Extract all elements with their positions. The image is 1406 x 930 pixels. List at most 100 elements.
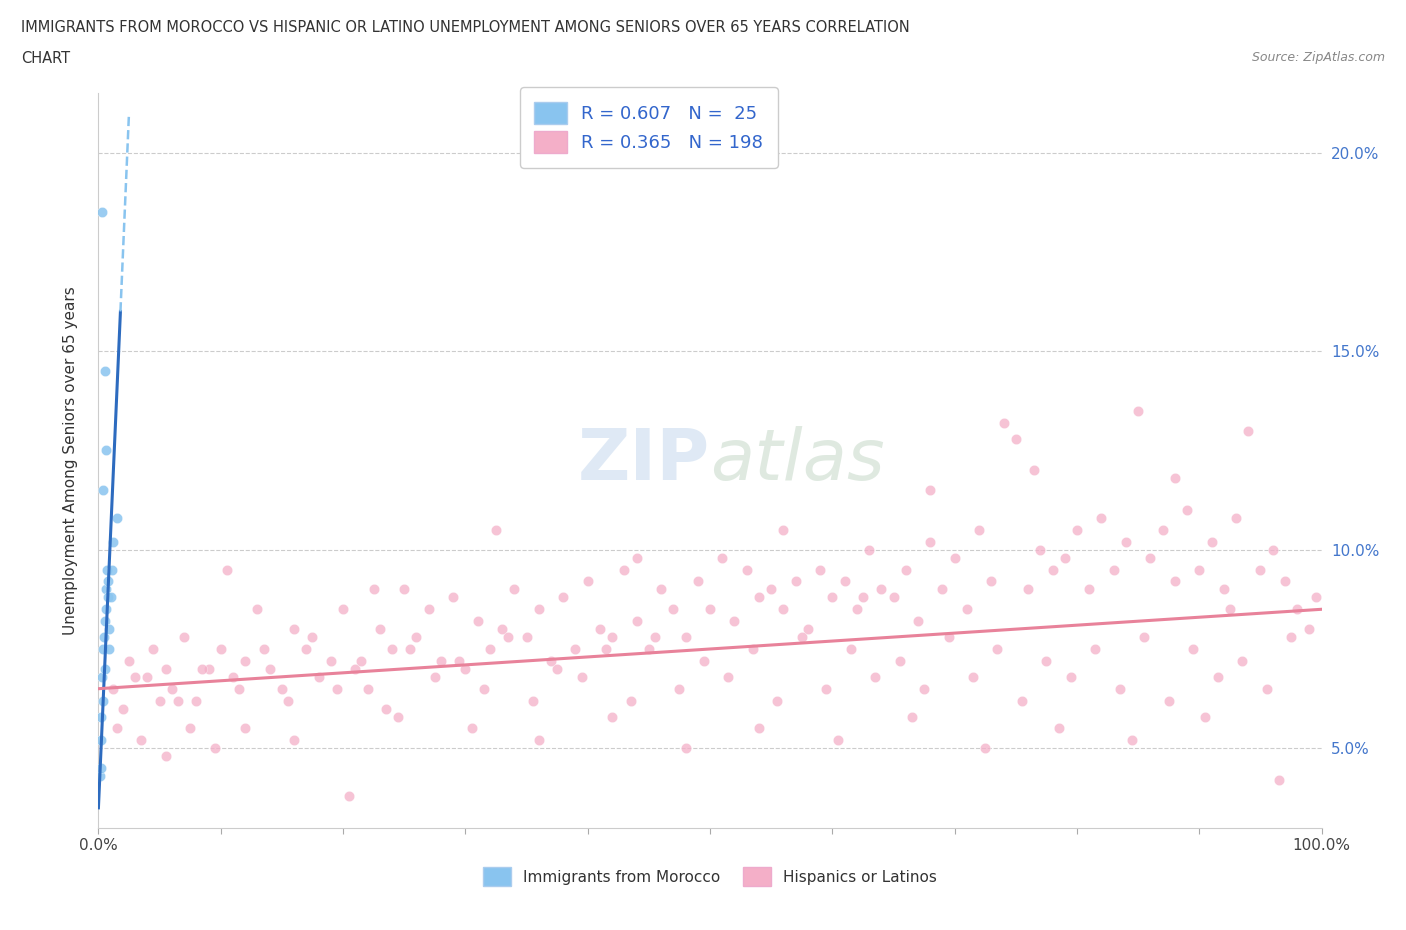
Point [1115, 535, 1137, 550]
Point [1305, 590, 1327, 604]
Point [1164, 471, 1187, 485]
Point [1175, 502, 1198, 517]
Point [441, 590, 464, 604]
Point [101, 682, 124, 697]
Point [97, 574, 120, 589]
Point [863, 670, 886, 684]
Point [283, 733, 305, 748]
Point [1268, 773, 1291, 788]
Point [295, 642, 318, 657]
Point [827, 733, 849, 748]
Point [91, 483, 114, 498]
Point [270, 682, 294, 697]
Text: atlas: atlas [710, 426, 884, 495]
Point [907, 614, 929, 629]
Point [111, 701, 134, 716]
Point [1060, 670, 1083, 684]
Point [90, 761, 112, 776]
Point [228, 682, 250, 697]
Point [834, 574, 856, 589]
Point [1108, 682, 1130, 697]
Point [1298, 621, 1320, 636]
Point [105, 721, 128, 736]
Point [252, 642, 274, 657]
Point [576, 574, 599, 589]
Point [920, 483, 942, 498]
Point [540, 654, 562, 669]
Point [283, 621, 305, 636]
Point [1274, 574, 1296, 589]
Point [91, 693, 114, 708]
Text: Source: ZipAtlas.com: Source: ZipAtlas.com [1251, 51, 1385, 64]
Point [191, 661, 214, 676]
Point [943, 551, 966, 565]
Point [931, 582, 953, 597]
Point [308, 670, 330, 684]
Point [423, 670, 446, 684]
Point [101, 562, 124, 577]
Point [595, 642, 617, 657]
Point [723, 614, 745, 629]
Point [717, 670, 740, 684]
Point [118, 654, 141, 669]
Point [1182, 642, 1205, 657]
Point [675, 741, 697, 756]
Point [1053, 551, 1076, 565]
Point [472, 682, 495, 697]
Point [1219, 602, 1241, 617]
Point [418, 602, 440, 617]
Point [748, 590, 770, 604]
Point [675, 630, 697, 644]
Point [1078, 582, 1101, 597]
Point [650, 582, 672, 597]
Point [564, 642, 586, 657]
Point [93, 630, 115, 644]
Point [460, 721, 482, 736]
Point [967, 523, 990, 538]
Point [626, 551, 648, 565]
Point [699, 602, 721, 617]
Point [93, 614, 115, 629]
Point [613, 562, 636, 577]
Point [186, 693, 208, 708]
Point [90, 733, 112, 748]
Point [1225, 511, 1247, 525]
Text: ZIP: ZIP [578, 426, 710, 495]
Point [356, 682, 378, 697]
Point [889, 654, 911, 669]
Point [1164, 574, 1187, 589]
Point [105, 511, 128, 525]
Point [1212, 582, 1234, 597]
Point [1201, 535, 1223, 550]
Point [381, 642, 404, 657]
Point [155, 749, 177, 764]
Point [222, 670, 245, 684]
Point [600, 630, 623, 644]
Point [277, 693, 299, 708]
Point [1250, 562, 1272, 577]
Point [246, 602, 269, 617]
Point [94, 661, 117, 676]
Point [344, 661, 367, 676]
Point [363, 582, 385, 597]
Point [912, 682, 935, 697]
Point [1024, 463, 1046, 478]
Point [179, 721, 201, 736]
Point [974, 741, 997, 756]
Point [516, 630, 538, 644]
Point [600, 709, 623, 724]
Point [96, 562, 118, 577]
Point [496, 630, 519, 644]
Point [93, 364, 115, 379]
Point [215, 562, 238, 577]
Point [845, 602, 868, 617]
Point [870, 582, 893, 597]
Point [454, 661, 477, 676]
Point [1128, 404, 1150, 418]
Point [1066, 523, 1088, 538]
Point [160, 682, 183, 697]
Point [449, 654, 471, 669]
Point [1279, 630, 1302, 644]
Point [91, 205, 114, 219]
Point [1152, 523, 1174, 538]
